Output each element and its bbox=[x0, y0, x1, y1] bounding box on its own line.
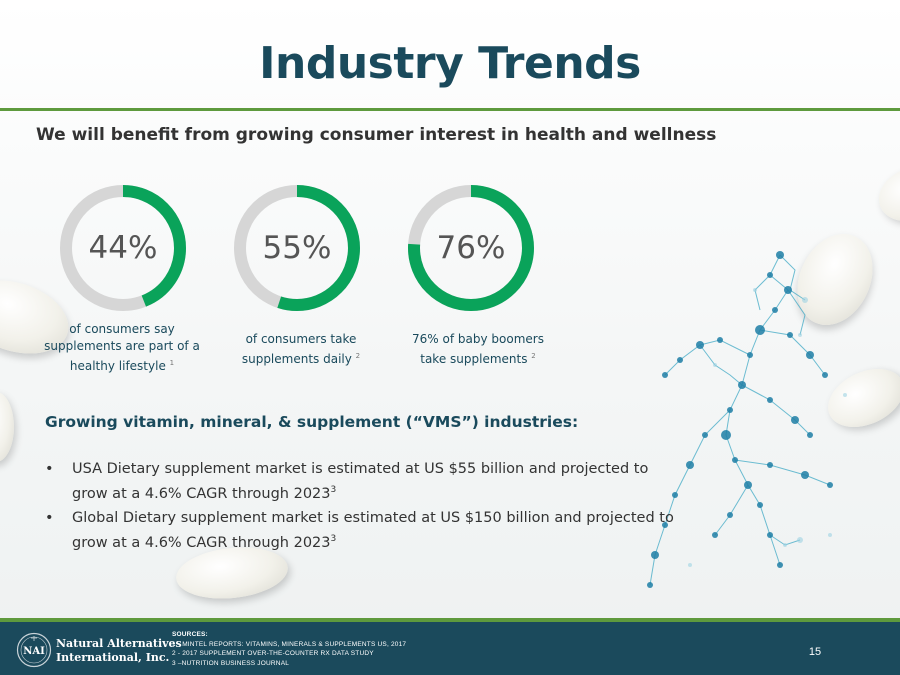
donut-ring-3-icon bbox=[408, 185, 534, 311]
bullet-ref-2: 3 bbox=[330, 533, 337, 544]
stat-caption-1-ref: 1 bbox=[169, 359, 175, 367]
donut-ring-1-icon bbox=[60, 185, 186, 311]
stat-donut-1: 44% bbox=[57, 182, 189, 314]
stat-caption-3-ref: 2 bbox=[531, 352, 536, 360]
svg-text:NAI: NAI bbox=[23, 646, 45, 657]
bullet-text-2: Global Dietary supplement market is esti… bbox=[72, 509, 674, 551]
page-subtitle: We will benefit from growing consumer in… bbox=[36, 125, 717, 145]
list-item: • Global Dietary supplement market is es… bbox=[45, 508, 685, 554]
stat-caption-1-text: of consumers say supplements are part of… bbox=[44, 322, 200, 373]
source-line-1: 1 - MINTEL REPORTS: VITAMINS, MINERALS &… bbox=[172, 640, 407, 648]
pill-image-left-edge bbox=[0, 392, 14, 462]
donut-fill-2 bbox=[234, 185, 360, 311]
stat-donut-3: 76% bbox=[405, 182, 537, 314]
donut-fill-1 bbox=[60, 185, 186, 311]
stat-caption-3: 76% of baby boomers take supplements 2 bbox=[398, 331, 558, 368]
page-title: Industry Trends bbox=[259, 38, 641, 89]
stat-caption-3-text: 76% of baby boomers take supplements bbox=[412, 332, 544, 366]
nai-seal-logo-icon: NAI bbox=[16, 632, 52, 668]
logo-line-2: International, Inc. bbox=[56, 651, 170, 664]
sources-block: SOURCES: 1 - MINTEL REPORTS: VITAMINS, M… bbox=[172, 630, 406, 668]
sources-heading: SOURCES: bbox=[172, 631, 208, 638]
stat-donut-2: 55% bbox=[231, 182, 363, 314]
stat-caption-1: of consumers say supplements are part of… bbox=[42, 321, 202, 375]
stat-caption-2: of consumers take supplements daily 2 bbox=[221, 331, 381, 368]
company-logo-text: Natural Alternatives International, Inc. bbox=[56, 637, 182, 665]
list-item: • USA Dietary supplement market is estim… bbox=[45, 459, 685, 505]
logo-line-1: Natural Alternatives bbox=[56, 637, 182, 650]
donut-ring-2-icon bbox=[234, 185, 360, 311]
bullet-ref-1: 3 bbox=[330, 485, 337, 495]
stat-value-2: 55% bbox=[262, 230, 332, 266]
bullet-icon: • bbox=[45, 461, 54, 477]
donut-fill-3 bbox=[408, 185, 534, 311]
stat-value-1: 44% bbox=[88, 230, 158, 266]
running-figure-network-graphic bbox=[647, 251, 847, 588]
stat-caption-2-text: of consumers take supplements daily bbox=[241, 332, 357, 366]
bullet-list: • USA Dietary supplement market is estim… bbox=[45, 459, 685, 557]
section-heading: Growing vitamin, mineral, & supplement (… bbox=[45, 413, 579, 431]
footer-bar bbox=[0, 622, 900, 675]
source-line-3: 3 –NUTRITION BUSINESS JOURNAL bbox=[172, 659, 290, 667]
source-line-2: 2 - 2017 SUPPLEMENT OVER-THE-COUNTER RX … bbox=[172, 650, 374, 657]
title-divider bbox=[0, 108, 900, 111]
bullet-text-1: USA Dietary supplement market is estimat… bbox=[72, 461, 649, 502]
page-number: 15 bbox=[808, 646, 822, 658]
stat-caption-2-ref: 2 bbox=[355, 352, 361, 360]
footer-accent-band bbox=[0, 618, 900, 622]
stat-value-3: 76% bbox=[436, 230, 506, 266]
pill-image-top-right bbox=[871, 157, 900, 231]
bullet-icon: • bbox=[45, 509, 54, 526]
